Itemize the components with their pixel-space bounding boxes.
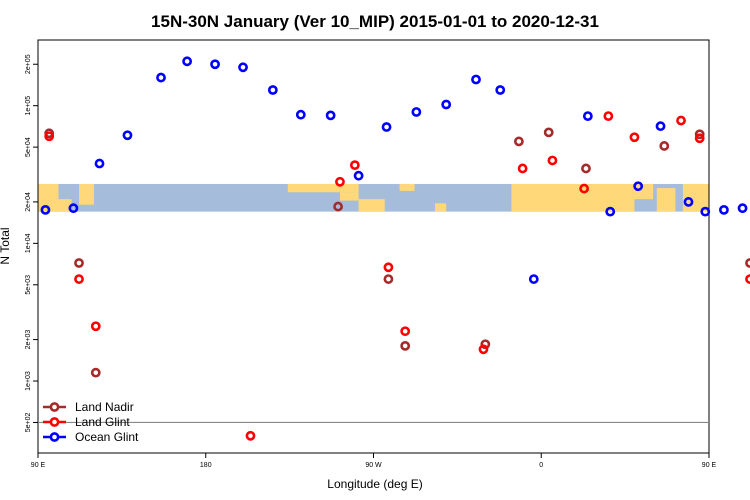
land-nadir-legend-marker xyxy=(49,402,60,412)
map-land xyxy=(339,192,359,201)
map-land xyxy=(58,199,72,212)
y-axis-label: N Total xyxy=(0,227,12,264)
land-glint-point xyxy=(478,344,489,355)
ocean-glint-point xyxy=(582,111,593,122)
land-glint-point xyxy=(676,115,686,126)
ocean-glint-point xyxy=(40,204,51,215)
land-glint-point xyxy=(629,132,640,143)
ocean-glint-point xyxy=(633,181,644,192)
land-nadir-point xyxy=(400,340,411,351)
land-glint-point xyxy=(400,326,411,337)
land-glint-point xyxy=(245,430,256,441)
chart-title: 15N-30N January (Ver 10_MIP) 2015-01-01 … xyxy=(151,12,599,31)
y-tick-label: 1e+04 xyxy=(25,233,32,253)
land-glint-point xyxy=(603,111,614,122)
land-nadir-point xyxy=(90,367,101,378)
ocean-glint-point xyxy=(471,74,481,85)
y-axis: 2e+05 1e+05 5e+04 2e+04 1e+04 5e+03 2e+03 1e+03… xyxy=(25,54,38,432)
ocean-glint-point xyxy=(605,206,616,217)
x-axis-label: Longitude (deg E) xyxy=(327,477,422,491)
map-land xyxy=(435,203,447,212)
ocean-glint-legend-label: Ocean Glint xyxy=(75,430,139,444)
land-glint-point xyxy=(335,176,345,187)
ocean-glint-point xyxy=(719,204,729,215)
ocean-glint-point xyxy=(267,85,278,95)
ocean-glint-point xyxy=(94,158,105,169)
land-nadir-point xyxy=(480,339,491,350)
land-glint-point xyxy=(547,155,558,166)
land-nadir-point xyxy=(383,274,394,284)
map-land xyxy=(399,183,415,191)
land-nadir-point xyxy=(659,141,670,151)
land-glint-point xyxy=(74,274,84,284)
ocean-glint-point xyxy=(381,122,392,132)
ocean-glint-point xyxy=(122,130,133,141)
land-glint-point xyxy=(745,274,750,284)
ocean-glint-point xyxy=(210,59,220,70)
map-land xyxy=(79,183,94,205)
x-tick-label: 90 E xyxy=(702,462,717,469)
x-axis: 90 E 180 90 W 0 90 E xyxy=(31,453,717,469)
y-tick-label: 1e+03 xyxy=(25,371,32,391)
ocean-glint-point xyxy=(737,203,748,214)
map-land xyxy=(38,183,59,212)
land-glint-legend-label: Land Glint xyxy=(75,415,130,429)
land-nadir-point xyxy=(745,258,750,268)
ocean-glint-legend-marker xyxy=(49,432,60,442)
x-tick-label: 0 xyxy=(539,462,543,469)
ocean-glint-point xyxy=(700,206,711,217)
ocean-glint-point xyxy=(295,109,306,120)
x-tick-label: 90 W xyxy=(365,462,382,469)
land-glint-point xyxy=(44,131,55,142)
land-nadir-point xyxy=(694,129,705,140)
y-tick-label: 2e+03 xyxy=(25,330,32,350)
map-land xyxy=(634,183,654,200)
land-nadir-point xyxy=(543,127,554,138)
land-glint-point xyxy=(517,163,528,174)
land-nadir-legend-label: Land Nadir xyxy=(75,400,134,414)
land-glint-point xyxy=(349,160,360,171)
map-land xyxy=(287,183,359,193)
ocean-glint-point xyxy=(441,99,452,110)
ocean-glint-point xyxy=(528,274,539,284)
map-land xyxy=(358,199,385,212)
y-tick-label: 2e+05 xyxy=(25,54,32,74)
y-tick-label: 2e+04 xyxy=(25,192,32,212)
ocean-glint-point xyxy=(353,170,364,181)
map-land xyxy=(656,188,676,212)
x-tick-label: 90 E xyxy=(31,462,46,469)
ocean-glint-point xyxy=(411,107,422,117)
ocean-glint-point xyxy=(156,72,166,83)
land-nadir-point xyxy=(581,163,591,174)
y-tick-label: 5e+04 xyxy=(25,137,32,157)
land-nadir-point xyxy=(333,201,343,212)
map-land xyxy=(511,183,635,212)
ocean-glint-point xyxy=(655,121,666,132)
y-tick-label: 1e+05 xyxy=(25,96,32,116)
y-tick-label: 5e+02 xyxy=(25,413,32,433)
data-points xyxy=(40,56,750,441)
ocean-glint-point xyxy=(683,197,694,207)
x-tick-label: 180 xyxy=(200,462,212,469)
land-nadir-point xyxy=(513,136,524,147)
land-glint-point xyxy=(579,183,590,194)
ocean-glint-point xyxy=(325,110,336,121)
y-tick-label: 5e+03 xyxy=(25,275,32,295)
ocean-glint-point xyxy=(495,85,506,95)
ocean-glint-point xyxy=(182,56,193,67)
ocean-glint-point xyxy=(68,203,79,214)
land-glint-legend-marker xyxy=(49,417,60,427)
world-map-band xyxy=(38,183,709,212)
land-glint-point xyxy=(383,262,394,273)
ocean-glint-point xyxy=(238,62,248,73)
land-glint-point xyxy=(90,321,101,332)
land-glint-point xyxy=(694,133,705,144)
land-nadir-point xyxy=(74,258,84,268)
plot-frame xyxy=(37,39,710,454)
